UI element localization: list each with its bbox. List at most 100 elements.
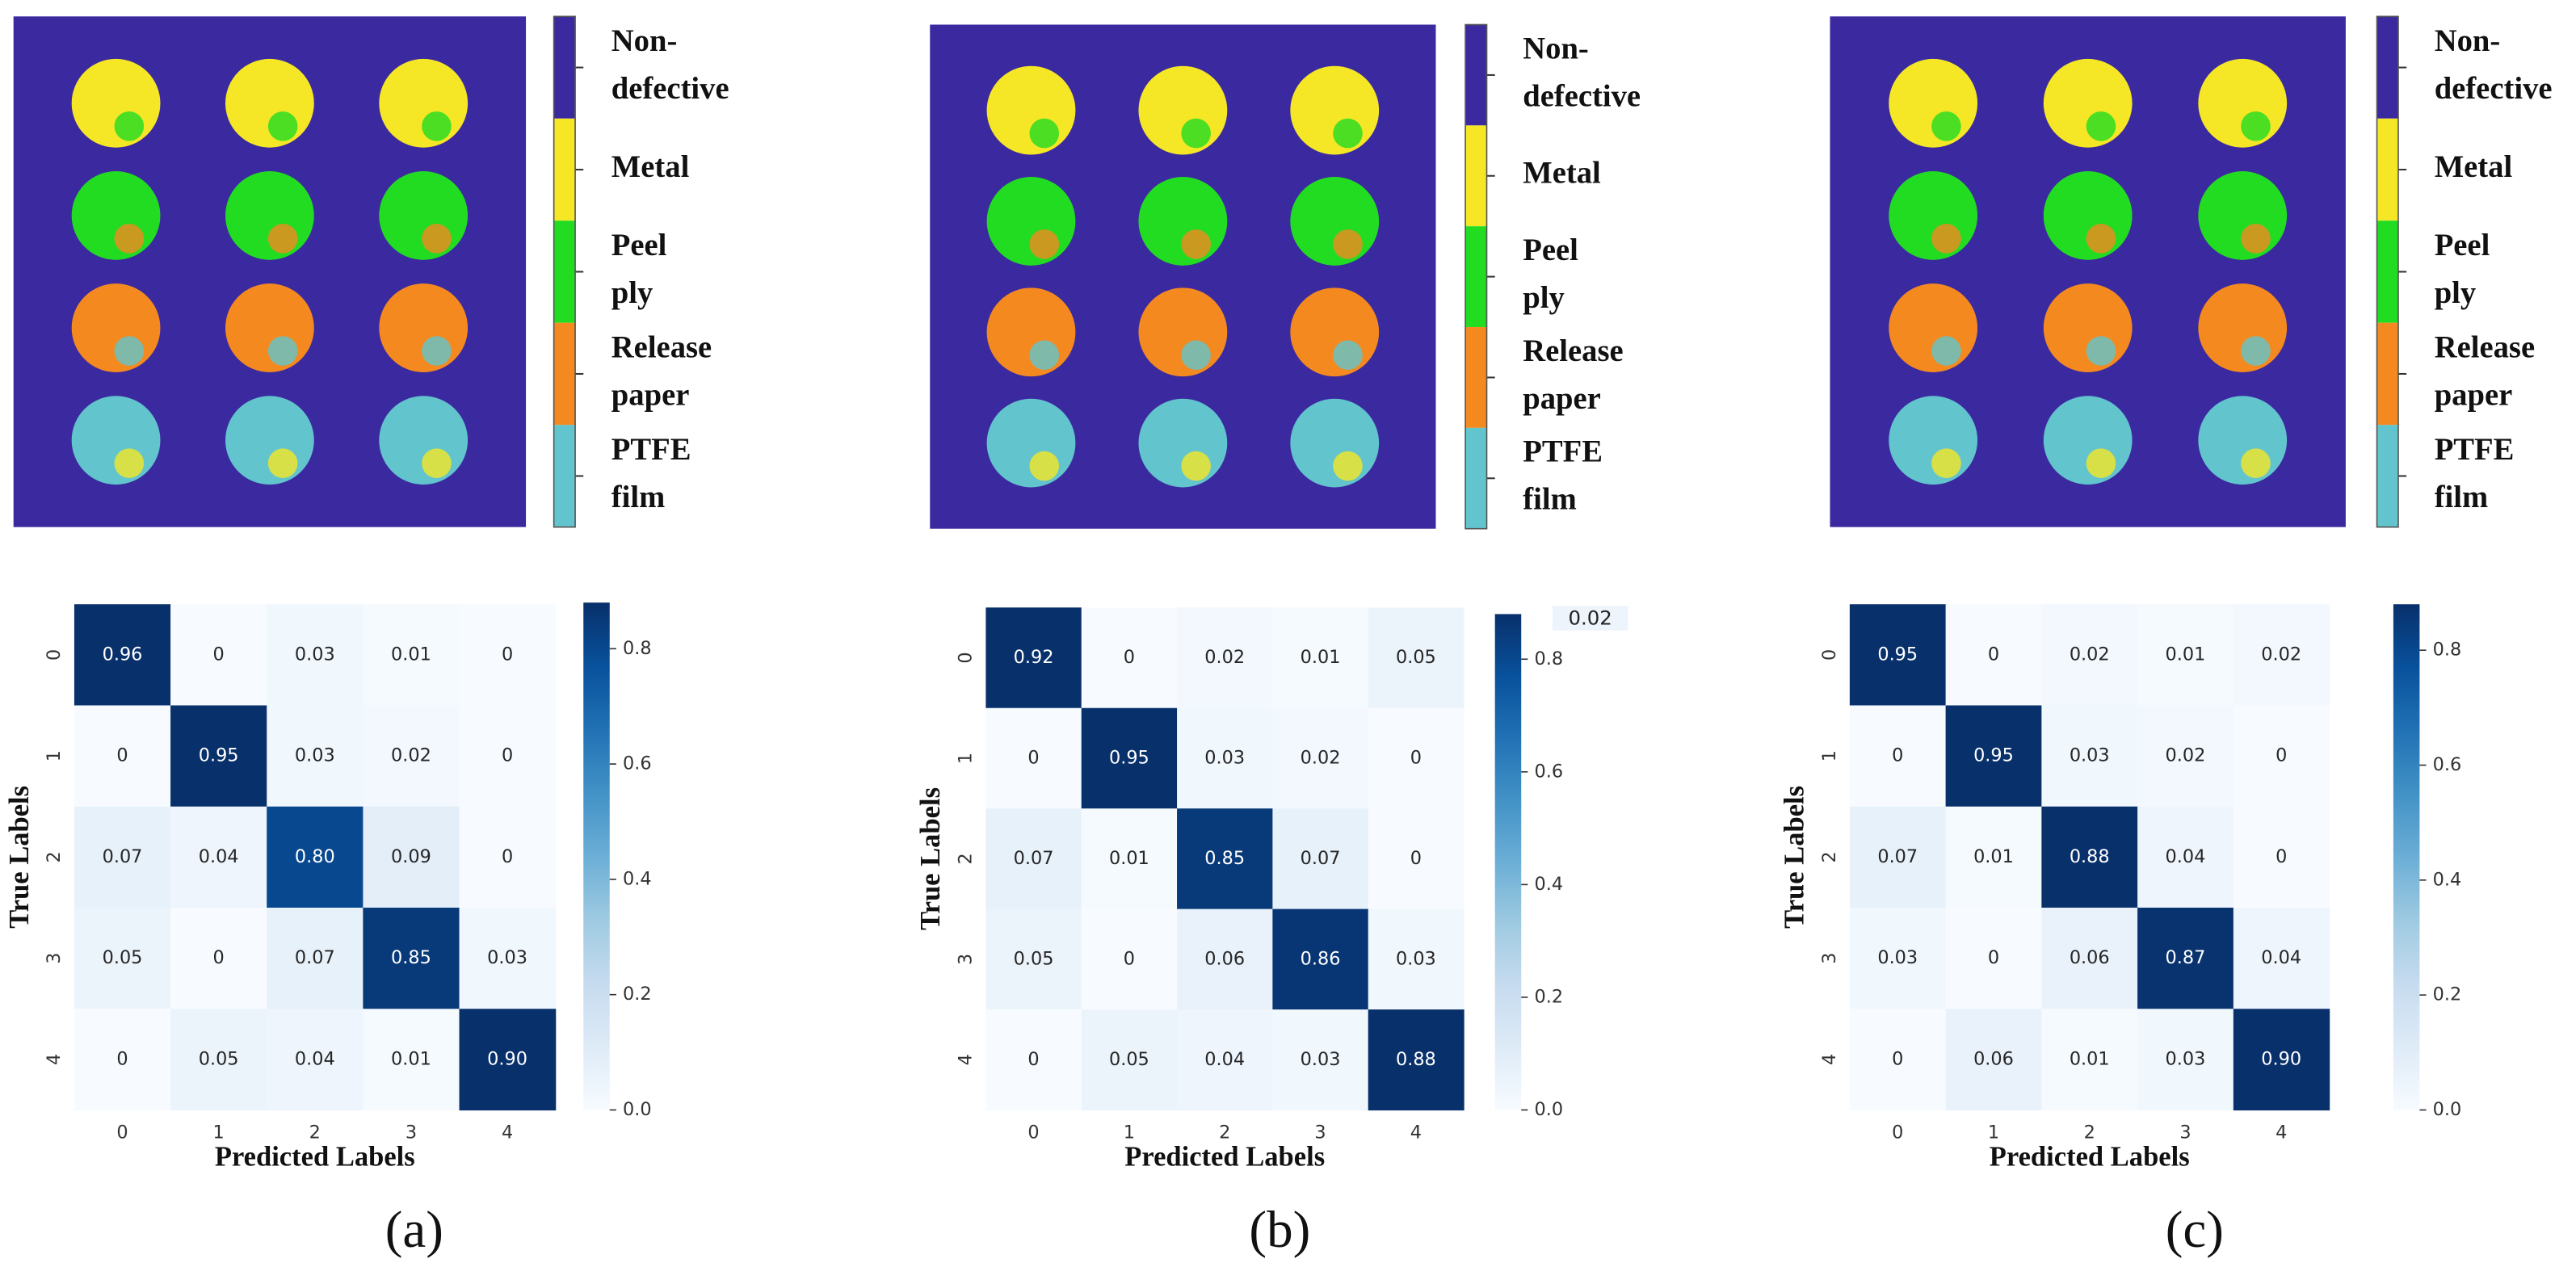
y-tick-label: 1 <box>955 753 976 764</box>
x-tick-label: 0 <box>116 1122 128 1143</box>
cell-label: 0.07 <box>1877 846 1918 867</box>
heatmap-cell <box>1081 908 1178 1010</box>
y-tick-label: 4 <box>44 1054 65 1065</box>
heatmap-cell <box>1849 806 1947 908</box>
x-tick-label: 3 <box>1314 1122 1326 1143</box>
legend-swatch <box>2376 16 2398 119</box>
y-tick-label: 3 <box>1819 952 1840 963</box>
map-region <box>2043 58 2133 148</box>
heatmap-cell <box>2137 604 2234 707</box>
heatmap-cell <box>2233 806 2330 908</box>
heatmap-cell <box>1177 808 1273 910</box>
map-region <box>2198 58 2288 148</box>
y-axis-label: True Labels <box>4 786 35 929</box>
map-region <box>71 396 161 485</box>
map-region-edge <box>2086 111 2116 141</box>
annotation-box <box>1552 606 1628 631</box>
cell-label: 0.02 <box>1301 747 1341 768</box>
cell-label: 0.01 <box>2166 644 2206 665</box>
colorbar-tick-label: 0.6 <box>1534 761 1563 782</box>
map-region-edge <box>1181 229 1211 259</box>
cell-label: 0.02 <box>2166 745 2206 766</box>
cell-label: 0 <box>1988 644 1999 665</box>
y-tick-label: 4 <box>1819 1054 1840 1065</box>
cell-label: 0.88 <box>1396 1049 1436 1070</box>
legend-label: defective <box>611 72 729 106</box>
annotation: 0.02 <box>1568 606 1612 630</box>
map-region-edge <box>1333 229 1363 259</box>
legend-label: Peel <box>1523 233 1578 267</box>
y-tick-label: 2 <box>955 853 976 864</box>
cell-label: 0 <box>1988 947 1999 968</box>
legend-label: paper <box>611 378 690 412</box>
heatmap-cell <box>363 604 460 707</box>
colorbar-tick-label: 0.0 <box>623 1099 652 1120</box>
cell-label: 0 <box>1892 745 1903 766</box>
map-region <box>71 58 161 148</box>
map-region <box>225 283 314 372</box>
y-tick-label: 2 <box>44 851 65 862</box>
legend-frame <box>2376 15 2399 528</box>
map-region-edge <box>114 448 145 478</box>
legend-label: film <box>2435 480 2489 514</box>
legend-swatch <box>553 425 576 527</box>
legend-swatch <box>1465 427 1487 529</box>
heatmap-cell <box>1177 1009 1273 1111</box>
y-tick-label: 3 <box>44 952 65 963</box>
cell-label: 0.03 <box>2166 1048 2206 1069</box>
cell-label: 0 <box>502 846 513 867</box>
map-region-edge <box>1181 118 1211 149</box>
map-region-edge <box>422 111 452 141</box>
map-region <box>1138 65 1228 155</box>
map-region <box>2198 396 2288 485</box>
x-tick-label: 1 <box>1988 1122 1999 1143</box>
legend-swatch <box>1465 125 1487 227</box>
map-region-edge <box>422 224 452 254</box>
legend-label: film <box>611 480 666 514</box>
colorbar-tick-label: 0.4 <box>1534 874 1563 895</box>
legend-label: PTFE <box>611 433 691 467</box>
map-region-edge <box>1931 336 1961 366</box>
heatmap-cell <box>985 808 1082 910</box>
x-tick-label: 2 <box>1219 1122 1230 1143</box>
colorbar-tick-label: 0.2 <box>623 984 652 1005</box>
cell-label: 0 <box>502 644 513 665</box>
cell-label: 0.90 <box>2261 1048 2301 1069</box>
map-region-edge <box>1181 340 1211 371</box>
x-tick-label: 0 <box>1892 1122 1903 1143</box>
legend-label: ply <box>2435 276 2477 310</box>
cell-label: 0 <box>1410 848 1422 869</box>
map-region-edge <box>2241 224 2271 254</box>
heatmap-cell <box>74 1009 171 1111</box>
heatmap-cell <box>267 806 363 908</box>
map-region-edge <box>1931 448 1961 478</box>
map-region-edge <box>267 224 298 254</box>
legend-label: paper <box>1523 382 1601 416</box>
heatmap-cell <box>1272 1009 1369 1111</box>
map-region-edge <box>1333 340 1363 371</box>
heatmap-cell <box>1081 607 1178 709</box>
map-region <box>1290 287 1380 377</box>
cell-label: 0.95 <box>1973 745 2014 766</box>
heatmap-cell <box>459 806 557 908</box>
cell-label: 0.01 <box>391 1048 431 1069</box>
x-tick-label: 3 <box>2179 1122 2191 1143</box>
cell-label: 0.87 <box>2166 947 2206 968</box>
cell-label: 0.03 <box>1301 1049 1341 1070</box>
legend-swatch <box>553 118 576 221</box>
x-tick-label: 1 <box>1124 1122 1135 1143</box>
legend-swatch <box>2376 425 2398 527</box>
map-region-edge <box>114 336 145 366</box>
legend-swatch <box>553 220 576 323</box>
map-region-edge <box>1029 340 1060 371</box>
heatmap-cell <box>985 908 1082 1010</box>
heatmap-cell <box>1945 806 2042 908</box>
map-region-edge <box>1333 451 1363 481</box>
heatmap-cell <box>1945 907 2042 1009</box>
map-region <box>379 171 469 260</box>
heatmap-cell <box>2041 705 2138 808</box>
map-region <box>379 58 469 148</box>
heatmap-cell <box>1177 707 1273 809</box>
cell-label: 0.01 <box>391 644 431 665</box>
panel-label: (c) <box>2166 1201 2224 1259</box>
